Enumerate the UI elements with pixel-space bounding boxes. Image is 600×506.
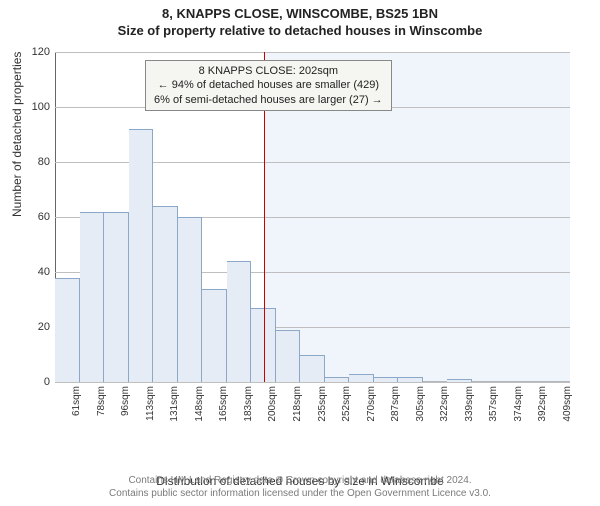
annot-line2: ← 94% of detached houses are smaller (42… [154, 78, 383, 92]
xtick-label: 148sqm [194, 386, 205, 422]
histogram-bar [325, 377, 350, 383]
subtitle: Size of property relative to detached ho… [0, 23, 600, 38]
histogram-bar [300, 355, 325, 383]
xtick-label: 252sqm [341, 386, 352, 422]
xtick-label: 165sqm [218, 386, 229, 422]
histogram-bar [129, 129, 154, 382]
xtick-label: 409sqm [562, 386, 573, 422]
ytick-label: 80 [10, 156, 50, 168]
histogram-bar [178, 217, 203, 382]
xtick-label: 235sqm [317, 386, 328, 422]
annot-line1: 8 KNAPPS CLOSE: 202sqm [154, 64, 383, 78]
xtick-label: 392sqm [537, 386, 548, 422]
xtick-label: 78sqm [96, 386, 107, 416]
chart-container: Number of detached properties 8 KNAPPS C… [0, 42, 600, 432]
xtick-label: 339sqm [464, 386, 475, 422]
annotation-box: 8 KNAPPS CLOSE: 202sqm← 94% of detached … [145, 60, 392, 111]
ytick-label: 100 [10, 101, 50, 113]
xtick-label: 287sqm [390, 386, 401, 422]
histogram-bar [80, 212, 105, 383]
ytick-label: 60 [10, 211, 50, 223]
xtick-label: 183sqm [243, 386, 254, 422]
xtick-label: 61sqm [71, 386, 82, 416]
ytick-label: 20 [10, 321, 50, 333]
xtick-label: 113sqm [145, 386, 156, 421]
y-axis-label: Number of detached properties [10, 52, 24, 217]
ytick-label: 120 [10, 46, 50, 58]
gridline [55, 382, 570, 383]
histogram-bar [55, 278, 80, 383]
xtick-label: 96sqm [120, 386, 131, 416]
xtick-label: 270sqm [366, 386, 377, 422]
footer: Contains HM Land Registry data © Crown c… [0, 474, 600, 500]
histogram-bar [447, 379, 472, 382]
xtick-label: 131sqm [169, 386, 180, 422]
ytick-label: 0 [10, 376, 50, 388]
histogram-bar [202, 289, 227, 383]
xtick-label: 357sqm [488, 386, 499, 422]
histogram-bar [227, 261, 252, 382]
histogram-bar [374, 377, 399, 383]
xtick-label: 374sqm [513, 386, 524, 422]
footer-line1: Contains HM Land Registry data © Crown c… [0, 474, 600, 487]
histogram-bar [276, 330, 301, 382]
footer-line2: Contains public sector information licen… [0, 487, 600, 500]
ytick-label: 40 [10, 266, 50, 278]
address-title: 8, KNAPPS CLOSE, WINSCOMBE, BS25 1BN [0, 6, 600, 21]
histogram-bar [398, 377, 423, 383]
histogram-bar [349, 374, 374, 382]
plot-area: 8 KNAPPS CLOSE: 202sqm← 94% of detached … [55, 52, 570, 382]
xtick-label: 322sqm [439, 386, 450, 422]
histogram-bar [104, 212, 129, 383]
xtick-label: 200sqm [267, 386, 278, 422]
xtick-label: 218sqm [292, 386, 303, 422]
annot-line3: 6% of semi-detached houses are larger (2… [154, 93, 383, 107]
xtick-label: 305sqm [415, 386, 426, 422]
gridline [55, 52, 570, 53]
histogram-bar [153, 206, 178, 382]
